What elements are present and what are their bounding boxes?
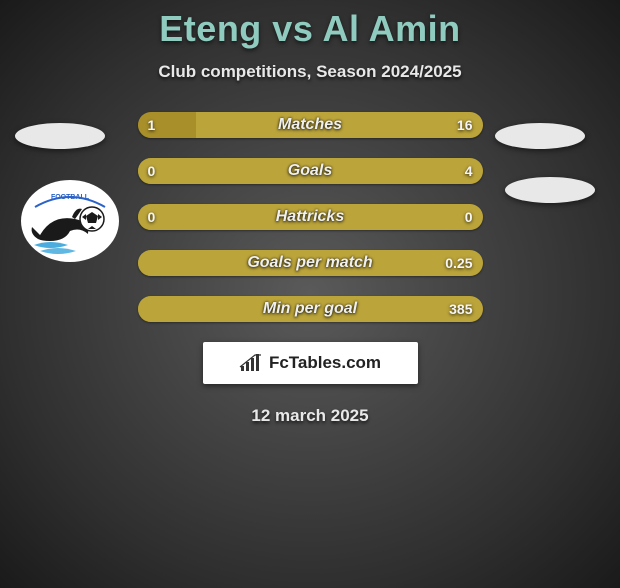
bar-track	[138, 112, 483, 138]
comparison-bars: Matches116 Goals04 Hattricks00 Goals per ma…	[138, 112, 483, 322]
bar-right-segment	[138, 250, 483, 276]
bar-chart-icon	[239, 354, 263, 372]
subtitle: Club competitions, Season 2024/2025	[0, 62, 620, 82]
stat-row: Hattricks00	[138, 204, 483, 230]
dolphin-icon: FOOTBALL	[20, 179, 120, 263]
svg-text:FOOTBALL: FOOTBALL	[51, 194, 90, 201]
stat-row: Goals04	[138, 158, 483, 184]
bar-left-segment	[138, 112, 197, 138]
content-area: Matches116 Goals04 Hattricks00 Goals per ma…	[0, 112, 620, 322]
bar-right-segment	[138, 296, 483, 322]
player-ellipse	[15, 123, 105, 149]
bar-right-segment	[138, 158, 483, 184]
brand-badge: FcTables.com	[203, 342, 418, 384]
bar-right-segment	[196, 112, 482, 138]
bar-track	[138, 296, 483, 322]
stat-row: Matches116	[138, 112, 483, 138]
player-ellipse	[505, 177, 595, 203]
bar-track	[138, 158, 483, 184]
club-logo: FOOTBALL	[20, 179, 120, 263]
stat-row: Goals per match0.25	[138, 250, 483, 276]
bar-track	[138, 204, 483, 230]
date-label: 12 march 2025	[0, 406, 620, 426]
player-ellipse	[495, 123, 585, 149]
bar-track	[138, 250, 483, 276]
bar-right-segment	[138, 204, 483, 230]
stat-row: Min per goal385	[138, 296, 483, 322]
page-title: Eteng vs Al Amin	[0, 8, 620, 50]
brand-label: FcTables.com	[269, 353, 381, 373]
